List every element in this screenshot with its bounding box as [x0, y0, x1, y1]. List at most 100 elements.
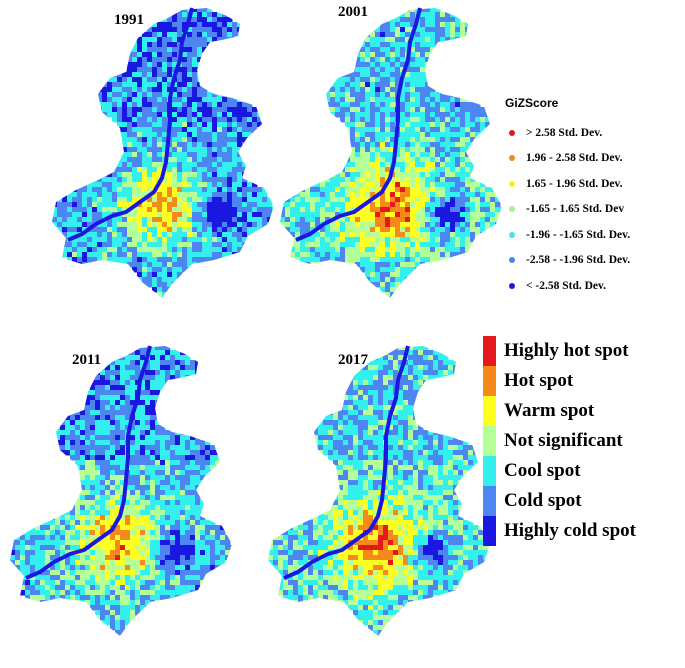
hotspot-cell: [55, 520, 61, 526]
hotspot-cell: [165, 595, 171, 601]
hotspot-cell: [167, 162, 173, 168]
hotspot-cell: [405, 117, 411, 123]
hotspot-cell: [162, 22, 168, 28]
hotspot-cell: [55, 425, 61, 431]
hotspot-cell: [100, 550, 106, 556]
hotspot-cell: [370, 127, 376, 133]
hotspot-cell: [212, 217, 218, 223]
hotspot-cell: [155, 375, 161, 381]
hotspot-cell: [180, 595, 186, 601]
hotspot-cell: [212, 162, 218, 168]
hotspot-cell: [448, 450, 454, 456]
hotspot-cell: [202, 127, 208, 133]
hotspot-cell: [115, 410, 121, 416]
hotspot-cell: [185, 540, 191, 546]
hotspot-cell: [363, 445, 369, 451]
hotspot-cell: [150, 500, 156, 506]
hotspot-cell: [115, 510, 121, 516]
hotspot-cell: [195, 365, 201, 371]
hotspot-cell: [420, 82, 426, 88]
hotspot-cell: [435, 162, 441, 168]
hotspot-cell: [220, 560, 226, 566]
hotspot-cell: [160, 346, 166, 351]
hotspot-cell: [338, 415, 344, 421]
hotspot-cell: [187, 37, 193, 43]
hotspot-cell: [172, 267, 178, 273]
hotspot-cell: [385, 217, 391, 223]
hotspot-cell: [110, 510, 116, 516]
hotspot-cell: [82, 197, 88, 203]
hotspot-cell: [242, 222, 248, 228]
hotspot-cell: [190, 500, 196, 506]
hotspot-cell: [115, 610, 121, 616]
hotspot-cell: [227, 22, 233, 28]
hotspot-cell: [360, 142, 366, 148]
hotspot-cell: [172, 12, 178, 18]
hotspot-cell: [110, 455, 116, 461]
hotspot-cell: [65, 430, 71, 436]
hotspot-cell: [408, 435, 414, 441]
hotspot-cell: [445, 92, 451, 98]
hotspot-cell: [135, 550, 141, 556]
hotspot-cell: [430, 162, 436, 168]
hotspot-cell: [152, 227, 158, 233]
hotspot-cell: [195, 550, 201, 556]
hotspot-cell: [117, 112, 123, 118]
hotspot-cell: [160, 525, 166, 531]
hotspot-cell: [135, 580, 141, 586]
hotspot-cell: [205, 535, 211, 541]
hotspot-cell: [227, 212, 233, 218]
hotspot-cell: [450, 162, 456, 168]
hotspot-cell: [152, 222, 158, 228]
hotspot-cell: [227, 107, 233, 113]
hotspot-cell: [380, 52, 386, 58]
hotspot-cell: [140, 500, 146, 506]
hotspot-cell: [207, 127, 213, 133]
hotspot-cell: [300, 242, 306, 248]
hotspot-cell: [80, 500, 86, 506]
hotspot-cell: [395, 147, 401, 153]
hotspot-cell: [365, 82, 371, 88]
hotspot-cell: [227, 137, 233, 143]
hotspot-cell: [75, 600, 81, 606]
hotspot-cell: [398, 415, 404, 421]
hotspot-cell: [257, 197, 263, 203]
hotspot-cell: [385, 212, 391, 218]
hotspot-cell: [465, 137, 471, 143]
hotspot-cell: [373, 435, 379, 441]
hotspot-cell: [383, 355, 389, 361]
hotspot-cell: [295, 257, 301, 263]
hotspot-cell: [147, 132, 153, 138]
hotspot-cell: [450, 237, 456, 243]
hotspot-cell: [160, 355, 166, 361]
hotspot-cell: [232, 227, 238, 233]
hotspot-cell: [325, 212, 331, 218]
hotspot-cell: [180, 435, 186, 441]
hotspot-cell: [115, 455, 121, 461]
hotspot-cell: [192, 197, 198, 203]
hotspot-cell: [92, 192, 98, 198]
hotspot-cell: [70, 525, 76, 531]
hotspot-cell: [333, 420, 339, 426]
hotspot-cell: [192, 77, 198, 83]
hotspot-cell: [325, 187, 331, 193]
hotspot-cell: [102, 172, 108, 178]
hotspot-cell: [343, 430, 349, 436]
hotspot-cell: [375, 197, 381, 203]
hotspot-cell: [217, 17, 223, 23]
hotspot-cell: [30, 575, 36, 581]
hotspot-cell: [227, 242, 233, 248]
hotspot-cell: [112, 237, 118, 243]
hotspot-cell: [137, 142, 143, 148]
hotspot-cell: [415, 87, 421, 93]
hotspot-cell: [177, 262, 183, 268]
hotspot-cell: [160, 530, 166, 536]
hotspot-cell: [190, 375, 196, 381]
hotspot-cell: [318, 425, 324, 431]
hotspot-cell: [443, 375, 449, 381]
hotspot-cell: [212, 22, 218, 28]
hotspot-cell: [150, 360, 156, 366]
hotspot-cell: [370, 57, 376, 63]
hotspot-cell: [410, 47, 416, 53]
hotspot-cell: [160, 510, 166, 516]
